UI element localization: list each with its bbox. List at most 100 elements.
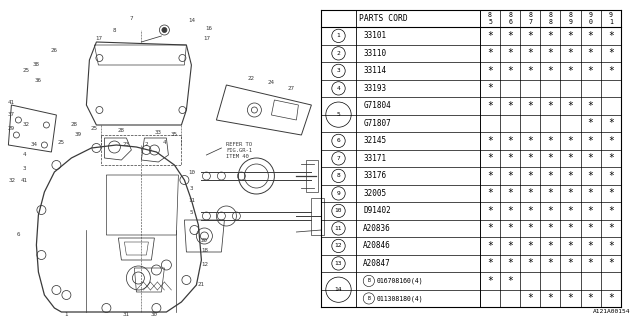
Text: 3: 3 (22, 165, 26, 171)
Text: *: * (508, 101, 513, 111)
Text: *: * (608, 259, 614, 268)
Text: *: * (527, 136, 533, 146)
Text: 8: 8 (568, 12, 573, 18)
Text: D91402: D91402 (364, 206, 391, 215)
Text: 35: 35 (171, 132, 178, 137)
Text: 41: 41 (8, 100, 15, 105)
Text: 9: 9 (609, 12, 612, 18)
Text: *: * (568, 153, 573, 164)
Text: *: * (547, 31, 554, 41)
Text: *: * (547, 101, 554, 111)
Text: 33101: 33101 (364, 31, 387, 40)
Text: 30: 30 (151, 313, 158, 317)
Text: *: * (508, 259, 513, 268)
Text: *: * (588, 101, 593, 111)
Text: 18: 18 (201, 247, 208, 252)
Text: 33176: 33176 (364, 172, 387, 180)
Text: *: * (527, 293, 533, 303)
Text: 28: 28 (118, 127, 125, 132)
Text: 25: 25 (58, 140, 65, 145)
Text: *: * (527, 66, 533, 76)
Text: 27: 27 (288, 85, 295, 91)
Text: 32145: 32145 (364, 136, 387, 145)
Text: 28: 28 (71, 123, 78, 127)
Text: 9: 9 (337, 191, 340, 196)
Text: *: * (527, 206, 533, 216)
Text: *: * (568, 259, 573, 268)
Text: 32: 32 (23, 123, 30, 127)
Text: *: * (508, 48, 513, 58)
Text: *: * (487, 171, 493, 181)
Text: PARTS CORD: PARTS CORD (358, 14, 408, 23)
Text: *: * (527, 171, 533, 181)
Text: *: * (508, 223, 513, 233)
Text: 3: 3 (337, 68, 340, 73)
Text: *: * (588, 188, 593, 198)
Text: 8: 8 (113, 28, 116, 33)
Text: *: * (608, 188, 614, 198)
Text: *: * (588, 118, 593, 128)
Text: *: * (588, 48, 593, 58)
Text: 9: 9 (589, 12, 593, 18)
Text: 9: 9 (568, 19, 573, 25)
Text: *: * (568, 293, 573, 303)
Text: 17: 17 (203, 36, 210, 41)
Text: *: * (588, 171, 593, 181)
Text: 12: 12 (201, 262, 208, 268)
Text: *: * (568, 241, 573, 251)
Text: A121A00154: A121A00154 (593, 309, 630, 314)
Text: 25: 25 (91, 125, 98, 131)
Text: *: * (588, 223, 593, 233)
Text: *: * (527, 48, 533, 58)
Text: *: * (527, 101, 533, 111)
Text: 22: 22 (248, 76, 255, 81)
Text: *: * (588, 241, 593, 251)
Text: *: * (568, 171, 573, 181)
Text: 24: 24 (268, 79, 275, 84)
Text: *: * (487, 84, 493, 93)
Text: A20846: A20846 (364, 241, 391, 251)
Text: *: * (588, 259, 593, 268)
Text: 37: 37 (8, 113, 15, 117)
Text: *: * (508, 276, 513, 286)
Text: *: * (527, 223, 533, 233)
Text: B: B (367, 278, 371, 284)
Text: 41: 41 (21, 178, 28, 182)
Text: 14: 14 (335, 287, 342, 292)
Text: *: * (527, 153, 533, 164)
Text: 31: 31 (123, 313, 130, 317)
Text: 8: 8 (528, 12, 532, 18)
Text: 1: 1 (609, 19, 612, 25)
Text: 20: 20 (201, 237, 208, 243)
Text: 33114: 33114 (364, 66, 387, 76)
Text: *: * (508, 241, 513, 251)
Text: 4: 4 (163, 140, 166, 145)
Text: *: * (547, 206, 554, 216)
Text: 8: 8 (337, 173, 340, 179)
Text: 26: 26 (51, 47, 58, 52)
Text: 1: 1 (65, 313, 68, 317)
Text: 13: 13 (335, 261, 342, 266)
Text: 7: 7 (337, 156, 340, 161)
Text: REFER TO: REFER TO (227, 142, 252, 148)
Text: *: * (487, 31, 493, 41)
Text: 6: 6 (17, 233, 20, 237)
Text: 4: 4 (22, 153, 26, 157)
Text: 33193: 33193 (364, 84, 387, 93)
Text: *: * (508, 153, 513, 164)
Text: *: * (487, 101, 493, 111)
Text: 2: 2 (145, 141, 148, 147)
Text: 17: 17 (95, 36, 102, 41)
Text: 39: 39 (75, 132, 82, 138)
Text: 5: 5 (189, 210, 193, 214)
Text: 32005: 32005 (364, 189, 387, 198)
Text: *: * (568, 188, 573, 198)
Text: *: * (508, 31, 513, 41)
Text: *: * (568, 31, 573, 41)
Text: 6: 6 (508, 19, 512, 25)
Text: *: * (527, 259, 533, 268)
Text: *: * (608, 153, 614, 164)
Text: *: * (608, 66, 614, 76)
Text: *: * (588, 31, 593, 41)
Text: 5: 5 (488, 19, 492, 25)
